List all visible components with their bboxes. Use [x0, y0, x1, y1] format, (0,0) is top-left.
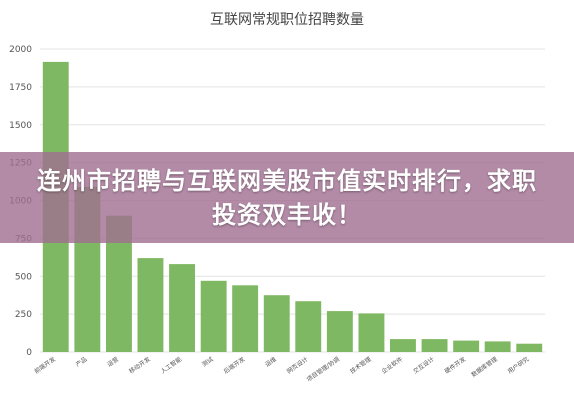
bar-5	[200, 280, 227, 352]
bar-9	[326, 311, 353, 352]
x-tick-label: 产品	[74, 355, 88, 368]
x-tick-label: 测试	[200, 355, 214, 368]
y-tick-label: 500	[15, 272, 32, 282]
x-tick-label: 前端开发	[33, 355, 57, 375]
bar-8	[295, 301, 322, 352]
y-tick-label: 2000	[9, 45, 32, 55]
x-tick-label: 人工智能	[159, 355, 183, 375]
x-tick-label: 项目管理/协调	[305, 355, 341, 383]
x-tick-label: 技术管理	[348, 355, 372, 375]
x-tick-label: 后端开发	[222, 355, 246, 375]
bar-3	[137, 258, 164, 352]
y-tick-label: 0	[26, 348, 32, 358]
x-axis-labels: 前端开发 产品 运营 移动开发 人工智能 测试 后端开发 运维 网页设计项目管理/协调 技术管理企…	[33, 355, 531, 383]
bar-13	[453, 340, 480, 352]
y-tick-label: 250	[15, 310, 32, 320]
bar-10	[358, 313, 385, 352]
y-tick-label: 1750	[9, 83, 32, 93]
bar-6	[232, 285, 259, 352]
x-tick-label: 数据库管理	[470, 355, 499, 379]
headline-text: 连州市招聘与互联网美股市值实时排行，求职投资双丰收！	[37, 166, 537, 229]
bar-15	[516, 343, 543, 352]
x-tick-label: 用户研究	[506, 355, 530, 375]
x-tick-label: 交互设计	[411, 355, 435, 375]
x-tick-label: 企业软件	[380, 355, 404, 375]
x-tick-label: 运营	[106, 355, 120, 368]
x-tick-label: 硬件开发	[443, 355, 467, 375]
bar-14	[484, 341, 511, 352]
x-tick-label: 网页设计	[285, 355, 309, 375]
x-tick-label: 移动开发	[127, 355, 151, 375]
bar-12	[421, 339, 448, 352]
x-tick-label: 运维	[263, 355, 277, 368]
y-tick-label: 1500	[9, 121, 32, 131]
bar-11	[390, 339, 416, 352]
bar-7	[263, 295, 290, 352]
bar-4	[169, 264, 195, 352]
headline-banner: 连州市招聘与互联网美股市值实时排行，求职投资双丰收！	[0, 152, 574, 243]
chart-title: 互联网常规职位招聘数量	[210, 12, 364, 28]
